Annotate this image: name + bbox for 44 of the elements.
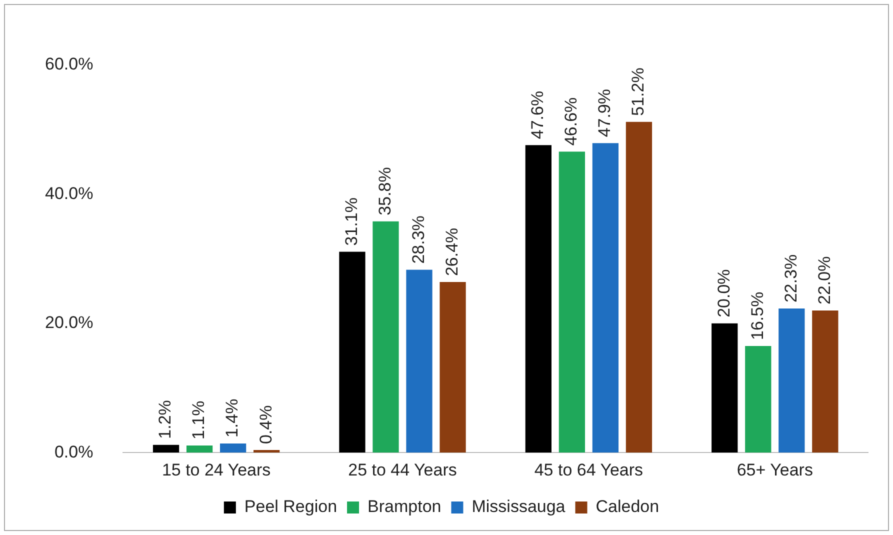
legend-label: Brampton: [368, 497, 442, 516]
bar: [626, 122, 652, 453]
bar: [339, 252, 366, 453]
text: 26.4%: [442, 228, 462, 276]
x-tick-label: 25 to 44 Years: [348, 460, 457, 480]
y-tick-label: 20.0%: [45, 313, 94, 332]
bar: [220, 444, 246, 453]
bar: [525, 145, 552, 453]
text: 16.5%: [748, 292, 767, 340]
text: 22.3%: [781, 254, 800, 303]
text: 22.0%: [814, 256, 834, 304]
bar: [592, 143, 619, 453]
text: 46.6%: [562, 97, 581, 146]
bar: [254, 450, 280, 453]
text: 35.8%: [375, 167, 394, 216]
text: 1.1%: [189, 400, 208, 440]
text: 20.0%: [714, 269, 734, 318]
text: 1.4%: [222, 398, 242, 438]
bar: [712, 323, 738, 453]
y-tick-label: 60.0%: [45, 54, 94, 74]
bar: [440, 282, 466, 453]
bar: [778, 308, 805, 453]
text: 51.2%: [628, 68, 648, 116]
text: 47.9%: [595, 88, 614, 138]
bar: [152, 444, 180, 453]
text: 31.1%: [342, 197, 361, 246]
legend-label: Peel Region: [244, 497, 338, 516]
text: 28.3%: [408, 216, 428, 264]
legend-label: Caledon: [596, 497, 660, 516]
x-tick-label: 65+ Years: [736, 460, 813, 480]
bar: [372, 221, 399, 453]
bar: [558, 152, 586, 453]
y-tick-label: 40.0%: [45, 184, 94, 203]
text: 1.2%: [156, 400, 175, 439]
legend-label: Mississauga: [472, 497, 566, 516]
bar: [812, 310, 838, 453]
bar: [745, 346, 772, 453]
text: 0.4%: [256, 405, 276, 444]
x-tick-label: 15 to 24 Years: [162, 460, 271, 480]
bar: [186, 445, 213, 453]
text: 47.6%: [528, 90, 548, 140]
bar: [406, 270, 432, 453]
x-tick-label: 45 to 64 Years: [534, 460, 644, 480]
y-tick-label: 0.0%: [54, 442, 94, 462]
